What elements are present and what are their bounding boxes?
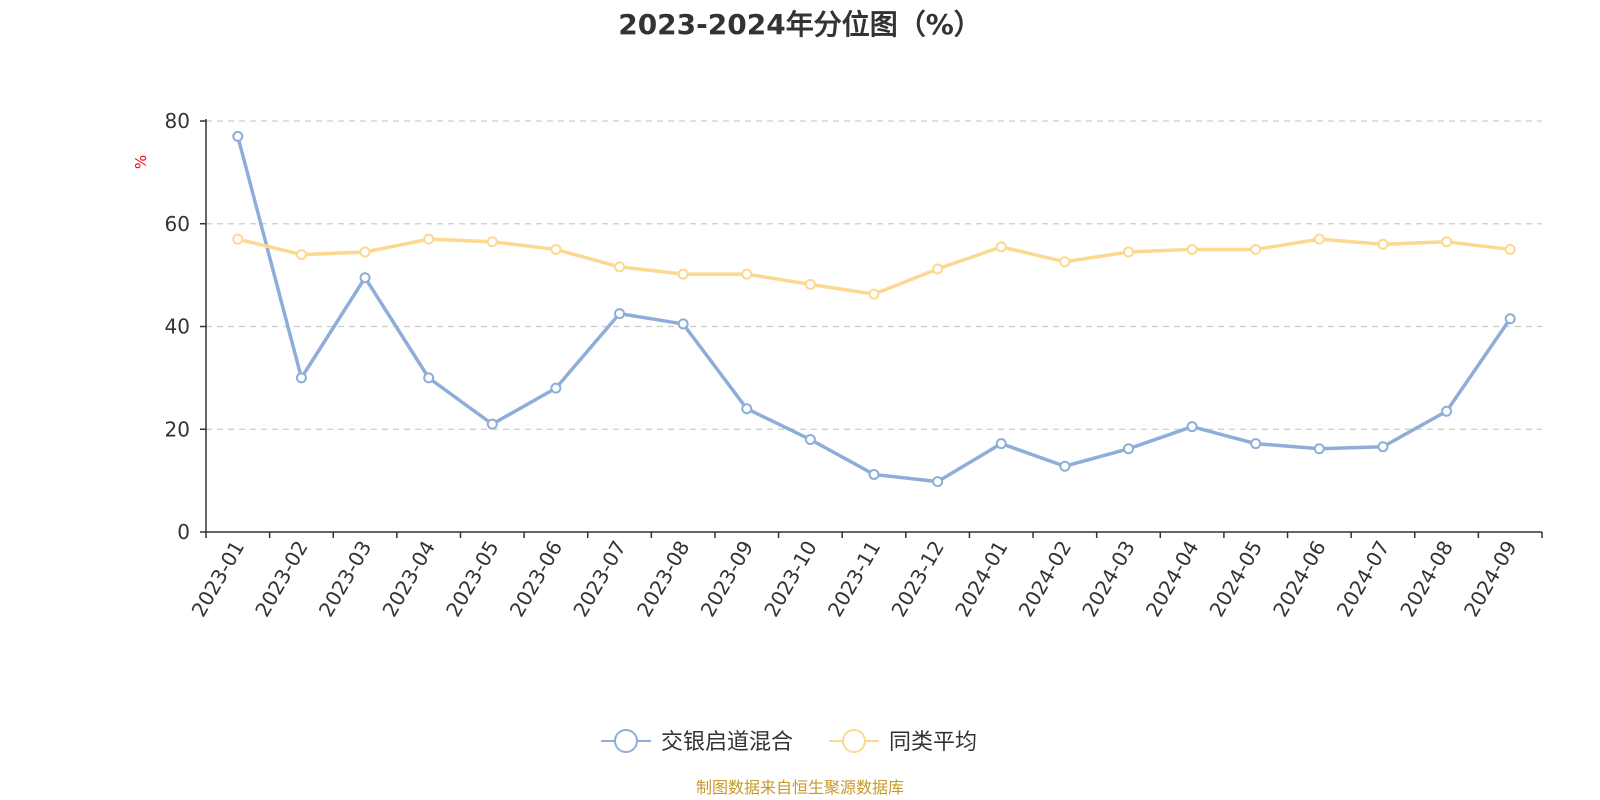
grid-lines <box>206 120 1542 430</box>
y-tick-label: 60 <box>165 212 190 236</box>
data-point[interactable] <box>1504 243 1516 255</box>
series-1 <box>232 130 1516 488</box>
legend-label: 同类平均 <box>889 730 977 755</box>
x-tick-label: 2024-05 <box>1204 537 1267 621</box>
series-lines <box>232 130 1516 488</box>
data-point[interactable] <box>932 476 944 488</box>
data-point[interactable] <box>1441 405 1453 417</box>
x-tick-label: 2024-04 <box>1141 537 1204 621</box>
legend-marker-icon <box>842 729 866 753</box>
data-point[interactable] <box>1313 443 1325 455</box>
data-point[interactable] <box>614 308 626 320</box>
source-note: 制图数据来自恒生聚源数据库 <box>696 778 904 797</box>
data-point[interactable] <box>614 261 626 273</box>
data-point[interactable] <box>295 249 307 261</box>
y-tick-label: 0 <box>177 520 190 544</box>
data-point[interactable] <box>1504 313 1516 325</box>
x-tick-label: 2023-02 <box>250 537 313 621</box>
data-point[interactable] <box>677 318 689 330</box>
series-line <box>236 134 1512 484</box>
x-tick-label: 2023-09 <box>696 537 759 621</box>
data-point[interactable] <box>1313 233 1325 245</box>
data-point[interactable] <box>741 403 753 415</box>
legend-item-2[interactable]: 同类平均 <box>829 729 977 755</box>
x-tick-label: 2023-05 <box>441 537 504 621</box>
data-point[interactable] <box>359 272 371 284</box>
data-point[interactable] <box>1441 236 1453 248</box>
data-point[interactable] <box>486 418 498 430</box>
data-point[interactable] <box>1377 441 1389 453</box>
x-tick-label: 2024-09 <box>1459 537 1522 621</box>
chart-title: 2023-2024年分位图（%） <box>618 8 982 41</box>
y-axis-unit-label: % <box>132 155 150 169</box>
x-tick-label: 2024-08 <box>1395 537 1458 621</box>
data-point[interactable] <box>1186 243 1198 255</box>
x-tick-label: 2024-06 <box>1268 537 1331 621</box>
data-point[interactable] <box>423 233 435 245</box>
y-tick-label: 40 <box>165 315 190 339</box>
data-point[interactable] <box>995 241 1007 253</box>
data-point[interactable] <box>868 468 880 480</box>
data-point[interactable] <box>804 434 816 446</box>
data-point[interactable] <box>1059 256 1071 268</box>
data-point[interactable] <box>1122 443 1134 455</box>
legend-label: 交银启道混合 <box>661 730 793 755</box>
data-point[interactable] <box>550 243 562 255</box>
data-point[interactable] <box>1377 238 1389 250</box>
x-tick-label: 2024-03 <box>1077 537 1140 621</box>
x-tick-label: 2024-01 <box>950 536 1013 620</box>
data-point[interactable] <box>1250 438 1262 450</box>
x-tick-label: 2024-02 <box>1014 537 1077 621</box>
x-tick-label: 2023-06 <box>505 537 568 621</box>
x-tick-label: 2023-01 <box>187 537 250 621</box>
data-point[interactable] <box>804 278 816 290</box>
data-point[interactable] <box>1250 243 1262 255</box>
x-tick-label: 2023-08 <box>632 537 695 621</box>
data-point[interactable] <box>995 438 1007 450</box>
data-point[interactable] <box>232 130 244 142</box>
legend-item-1[interactable]: 交银启道混合 <box>601 729 793 755</box>
data-point[interactable] <box>741 268 753 280</box>
x-tick-label: 2023-12 <box>886 537 949 621</box>
series-2 <box>232 233 1516 300</box>
legend: 交银启道混合 同类平均 <box>601 729 977 755</box>
data-point[interactable] <box>1059 460 1071 472</box>
data-point[interactable] <box>486 236 498 248</box>
data-point[interactable] <box>423 372 435 384</box>
data-point[interactable] <box>550 382 562 394</box>
series-line <box>236 237 1512 296</box>
data-point[interactable] <box>1122 246 1134 258</box>
y-tick-label: 80 <box>165 109 190 133</box>
x-tick-label: 2023-11 <box>823 537 886 621</box>
data-point[interactable] <box>868 288 880 300</box>
data-point[interactable] <box>1186 421 1198 433</box>
x-tick-label: 2024-07 <box>1332 537 1395 621</box>
data-point[interactable] <box>359 246 371 258</box>
data-point[interactable] <box>295 372 307 384</box>
legend-marker-icon <box>614 729 638 753</box>
x-tick-label: 2023-10 <box>759 537 822 621</box>
x-tick-label: 2023-07 <box>568 537 631 621</box>
x-tick-label: 2023-03 <box>314 537 377 621</box>
data-point[interactable] <box>677 268 689 280</box>
y-tick-label: 20 <box>165 417 190 441</box>
data-point[interactable] <box>232 233 244 245</box>
data-point[interactable] <box>932 263 944 275</box>
x-tick-label: 2023-04 <box>377 537 440 621</box>
